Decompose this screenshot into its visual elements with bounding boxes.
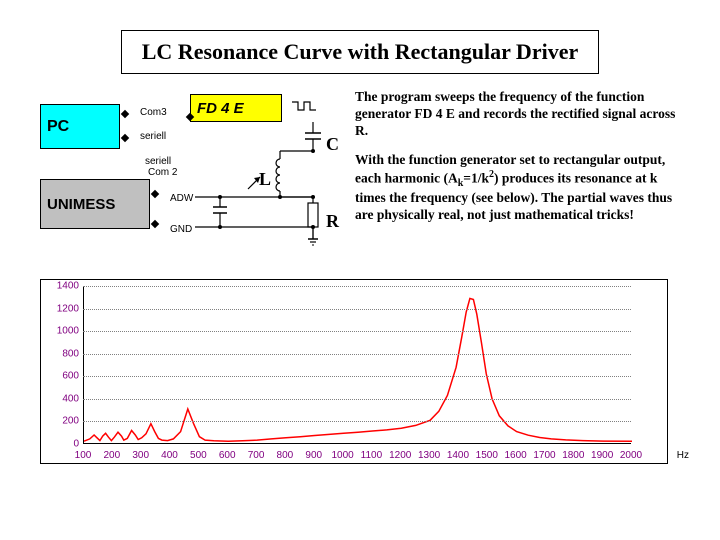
page-title: LC Resonance Curve with Rectangular Driv… <box>142 39 578 65</box>
x-tick: 1500 <box>476 450 498 461</box>
gridline <box>83 399 631 400</box>
gridline <box>83 331 631 332</box>
x-tick: 1400 <box>447 450 469 461</box>
y-tick: 1400 <box>41 281 79 292</box>
gridline <box>83 376 631 377</box>
x-tick: 900 <box>305 450 322 461</box>
gridline <box>83 421 631 422</box>
paragraph-2: With the function generator set to recta… <box>355 152 680 224</box>
chart-plot-area <box>83 286 631 444</box>
y-tick: 800 <box>41 348 79 359</box>
y-tick: 200 <box>41 416 79 427</box>
x-tick: 1900 <box>591 450 613 461</box>
gridline <box>83 286 631 287</box>
x-tick: 1600 <box>505 450 527 461</box>
x-tick: 300 <box>132 450 149 461</box>
gridline <box>83 309 631 310</box>
gridline <box>83 354 631 355</box>
x-tick: 400 <box>161 450 178 461</box>
chart-curve <box>84 286 632 444</box>
x-tick: 1200 <box>389 450 411 461</box>
upper-section: PC FD 4 E UNIMESS Com3 seriell seriell C… <box>30 89 690 264</box>
circuit-wires <box>30 89 340 264</box>
resonance-chart: Hz 0200400600800100012001400100200300400… <box>40 279 668 464</box>
x-tick: 500 <box>190 450 207 461</box>
x-tick: 100 <box>75 450 92 461</box>
paragraph-1: The program sweeps the frequency of the … <box>355 89 680 140</box>
y-tick: 400 <box>41 393 79 404</box>
x-tick: 700 <box>248 450 265 461</box>
x-tick: 1000 <box>331 450 353 461</box>
y-tick: 1000 <box>41 326 79 337</box>
y-tick: 600 <box>41 371 79 382</box>
x-tick: 200 <box>103 450 120 461</box>
x-tick: 800 <box>277 450 294 461</box>
x-tick: 1100 <box>361 450 383 461</box>
x-tick: 2000 <box>620 450 642 461</box>
x-tick: 1700 <box>533 450 555 461</box>
description-text: The program sweeps the frequency of the … <box>355 89 690 264</box>
x-tick: 1800 <box>562 450 584 461</box>
x-tick: 600 <box>219 450 236 461</box>
y-tick: 1200 <box>41 303 79 314</box>
x-axis-unit: Hz <box>677 450 689 461</box>
x-tick: 1300 <box>418 450 440 461</box>
y-tick: 0 <box>41 439 79 450</box>
circuit-diagram: PC FD 4 E UNIMESS Com3 seriell seriell C… <box>30 89 340 264</box>
